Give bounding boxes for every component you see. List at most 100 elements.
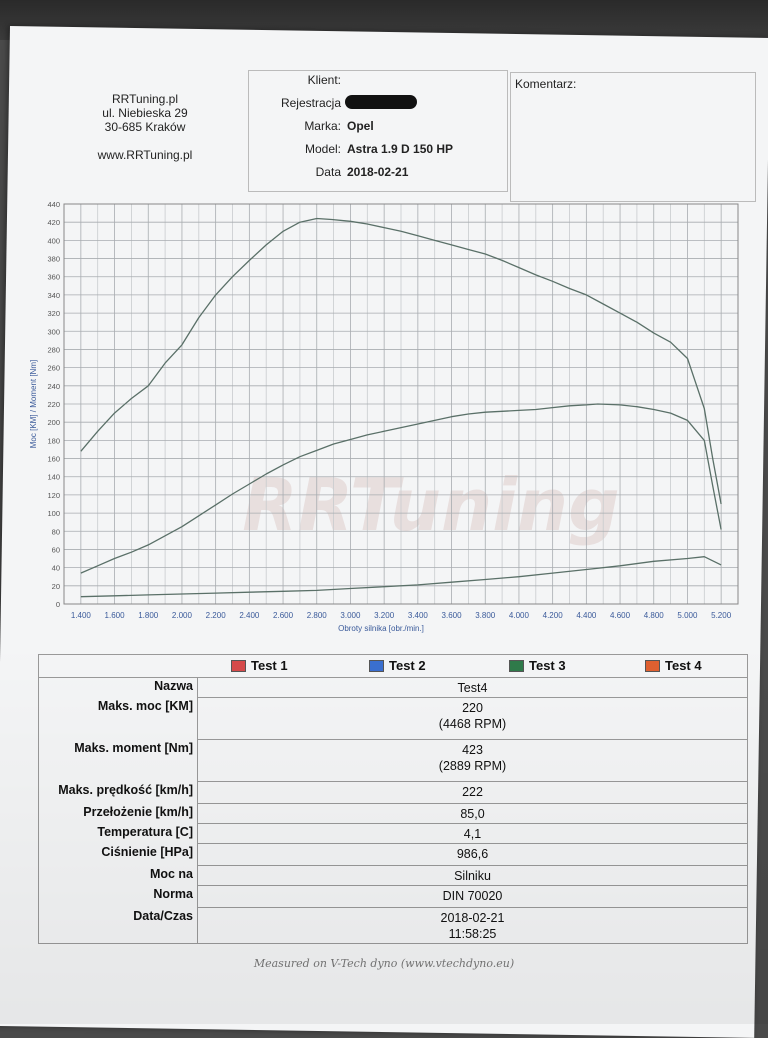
company-street: ul. Niebieska 29	[102, 106, 188, 120]
y-tick-label: 440	[47, 200, 60, 209]
legend: Test 1 Test 2 Test 3 Test 4	[39, 655, 747, 678]
info-value: Opel	[347, 119, 374, 133]
result-label: Maks. moment [Nm]	[74, 741, 193, 755]
info-label: Marka:	[304, 119, 341, 133]
result-label: Nazwa	[154, 679, 193, 693]
x-tick-label: 1.800	[138, 611, 159, 620]
result-label: Norma	[153, 887, 193, 901]
result-label: Przełożenie [km/h]	[83, 805, 193, 819]
info-label: Rejestracja	[280, 96, 341, 110]
y-tick-label: 80	[52, 527, 60, 536]
info-row-model: Model: Astra 1.9 D 150 HP	[249, 142, 507, 166]
x-tick-label: 2.000	[172, 611, 193, 620]
y-tick-label: 340	[47, 291, 60, 300]
y-tick-label: 280	[47, 345, 60, 354]
result-value: DIN 70020	[197, 885, 747, 907]
result-row-power-at: Moc na Silniku	[39, 865, 747, 885]
y-axis-title: Moc [KM] / Moment [Nm]	[29, 360, 38, 448]
result-value: 2018-02-21 11:58:25	[197, 907, 747, 943]
result-label: Maks. prędkość [km/h]	[58, 783, 193, 797]
legend-label: Test 4	[665, 658, 702, 673]
result-label: Moc na	[149, 867, 193, 881]
y-tick-label: 200	[47, 418, 60, 427]
x-tick-label: 3.200	[374, 611, 395, 620]
x-tick-label: 4.200	[543, 611, 564, 620]
result-row-gear-ratio: Przełożenie [km/h] 85,0	[39, 803, 747, 823]
y-tick-label: 120	[47, 491, 60, 500]
result-label: Maks. moc [KM]	[97, 699, 193, 713]
comment-box: Komentarz:	[510, 72, 756, 202]
legend-swatch	[645, 659, 660, 672]
x-tick-label: 3.600	[442, 611, 463, 620]
x-tick-label: 4.800	[644, 611, 665, 620]
y-tick-label: 260	[47, 364, 60, 373]
info-row-marka: Marka: Opel	[249, 119, 507, 143]
company-block: RRTuning.pl ul. Niebieska 29 30-685 Krak…	[70, 92, 220, 162]
info-value: Astra 1.9 D 150 HP	[347, 142, 454, 156]
x-tick-label: 3.000	[340, 611, 361, 620]
x-tick-label: 5.000	[677, 611, 698, 620]
y-tick-label: 160	[47, 455, 60, 464]
result-value: Test4	[197, 677, 747, 697]
legend-item-test2: Test 2	[369, 658, 426, 673]
legend-label: Test 3	[529, 658, 566, 673]
x-tick-label: 3.800	[475, 611, 496, 620]
result-value: 222	[197, 781, 747, 803]
y-tick-label: 0	[56, 600, 60, 609]
info-label: Klient:	[307, 73, 341, 87]
result-row-max-torque: Maks. moment [Nm] 423 (2889 RPM)	[39, 739, 747, 781]
legend-label: Test 2	[389, 658, 426, 673]
y-tick-label: 320	[47, 309, 60, 318]
result-row-nazwa: Nazwa Test4	[39, 677, 747, 697]
series-line-straty	[80, 556, 722, 598]
legend-swatch	[509, 659, 524, 672]
y-tick-label: 140	[47, 473, 60, 482]
result-label: Temperatura [C]	[97, 825, 193, 839]
result-row-norm: Norma DIN 70020	[39, 885, 747, 907]
x-tick-label: 1.600	[105, 611, 126, 620]
x-axis-title: Obroty silnika [obr./min.]	[338, 624, 424, 633]
info-value: 2018-02-21	[347, 165, 409, 179]
y-tick-label: 180	[47, 436, 60, 445]
x-tick-label: 4.400	[576, 611, 597, 620]
results-table: Test 1 Test 2 Test 3 Test 4 Nazwa Test4 …	[38, 654, 748, 944]
y-tick-label: 100	[47, 509, 60, 518]
info-row-klient: Klient:	[249, 73, 507, 97]
y-tick-label: 220	[47, 400, 60, 409]
result-value: 85,0	[197, 803, 747, 823]
x-tick-label: 2.200	[206, 611, 227, 620]
company-url: www.RRTuning.pl	[97, 148, 193, 162]
result-value: Silniku	[197, 865, 747, 885]
x-tick-label: 4.000	[509, 611, 530, 620]
legend-item-test1: Test 1	[231, 658, 288, 673]
info-row-data: Data 2018-02-21	[249, 165, 507, 189]
result-row-temperature: Temperatura [C] 4,1	[39, 823, 747, 843]
x-tick-label: 2.600	[273, 611, 294, 620]
legend-swatch	[231, 659, 246, 672]
series-line-moment	[80, 217, 722, 505]
y-tick-label: 380	[47, 255, 60, 264]
result-value: 4,1	[197, 823, 747, 843]
redaction-mark	[345, 95, 417, 109]
info-label: Model:	[304, 142, 341, 156]
company-name: RRTuning.pl	[111, 92, 179, 106]
result-value: 986,6	[197, 843, 747, 865]
result-row-max-power: Maks. moc [KM] 220 (4468 RPM)	[39, 697, 747, 739]
y-tick-label: 240	[47, 382, 60, 391]
result-value: 220 (4468 RPM)	[197, 697, 747, 739]
y-tick-label: 40	[52, 564, 60, 573]
watermark-logo: RRTuning	[242, 463, 619, 547]
result-label: Ciśnienie [HPa]	[101, 845, 193, 859]
x-tick-label: 3.400	[408, 611, 429, 620]
vehicle-info-box: Klient: Rejestracja Marka: Opel Model: A…	[248, 70, 508, 192]
x-tick-label: 1.400	[71, 611, 92, 620]
info-label: Data	[315, 165, 341, 179]
legend-label: Test 1	[251, 658, 288, 673]
comment-label: Komentarz:	[515, 77, 577, 91]
info-row-rejestracja: Rejestracja	[249, 95, 507, 120]
y-tick-label: 360	[47, 273, 60, 282]
legend-swatch	[369, 659, 384, 672]
result-row-pressure: Ciśnienie [HPa] 986,6	[39, 843, 747, 865]
result-row-max-speed: Maks. prędkość [km/h] 222	[39, 781, 747, 803]
x-tick-label: 4.600	[610, 611, 631, 620]
